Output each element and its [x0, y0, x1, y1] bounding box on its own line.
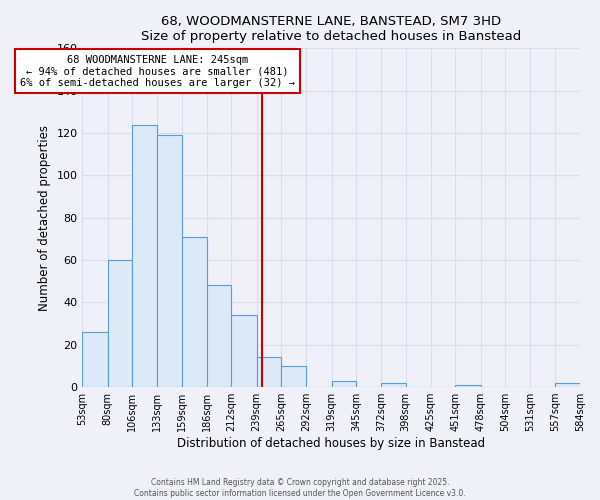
- Bar: [157, 135, 182, 387]
- Bar: [207, 286, 232, 387]
- Text: 68 WOODMANSTERNE LANE: 245sqm
← 94% of detached houses are smaller (481)
6% of s: 68 WOODMANSTERNE LANE: 245sqm ← 94% of d…: [20, 54, 295, 88]
- Bar: [455, 385, 481, 387]
- Bar: [555, 383, 580, 387]
- Bar: [232, 315, 257, 387]
- Bar: [82, 332, 108, 387]
- Bar: [182, 237, 207, 387]
- Bar: [257, 358, 281, 387]
- Bar: [382, 383, 406, 387]
- Bar: [332, 380, 356, 387]
- Text: Contains HM Land Registry data © Crown copyright and database right 2025.
Contai: Contains HM Land Registry data © Crown c…: [134, 478, 466, 498]
- Y-axis label: Number of detached properties: Number of detached properties: [38, 124, 51, 310]
- X-axis label: Distribution of detached houses by size in Banstead: Distribution of detached houses by size …: [177, 437, 485, 450]
- Bar: [108, 260, 132, 387]
- Title: 68, WOODMANSTERNE LANE, BANSTEAD, SM7 3HD
Size of property relative to detached : 68, WOODMANSTERNE LANE, BANSTEAD, SM7 3H…: [141, 15, 521, 43]
- Bar: [132, 124, 157, 387]
- Bar: [281, 366, 307, 387]
